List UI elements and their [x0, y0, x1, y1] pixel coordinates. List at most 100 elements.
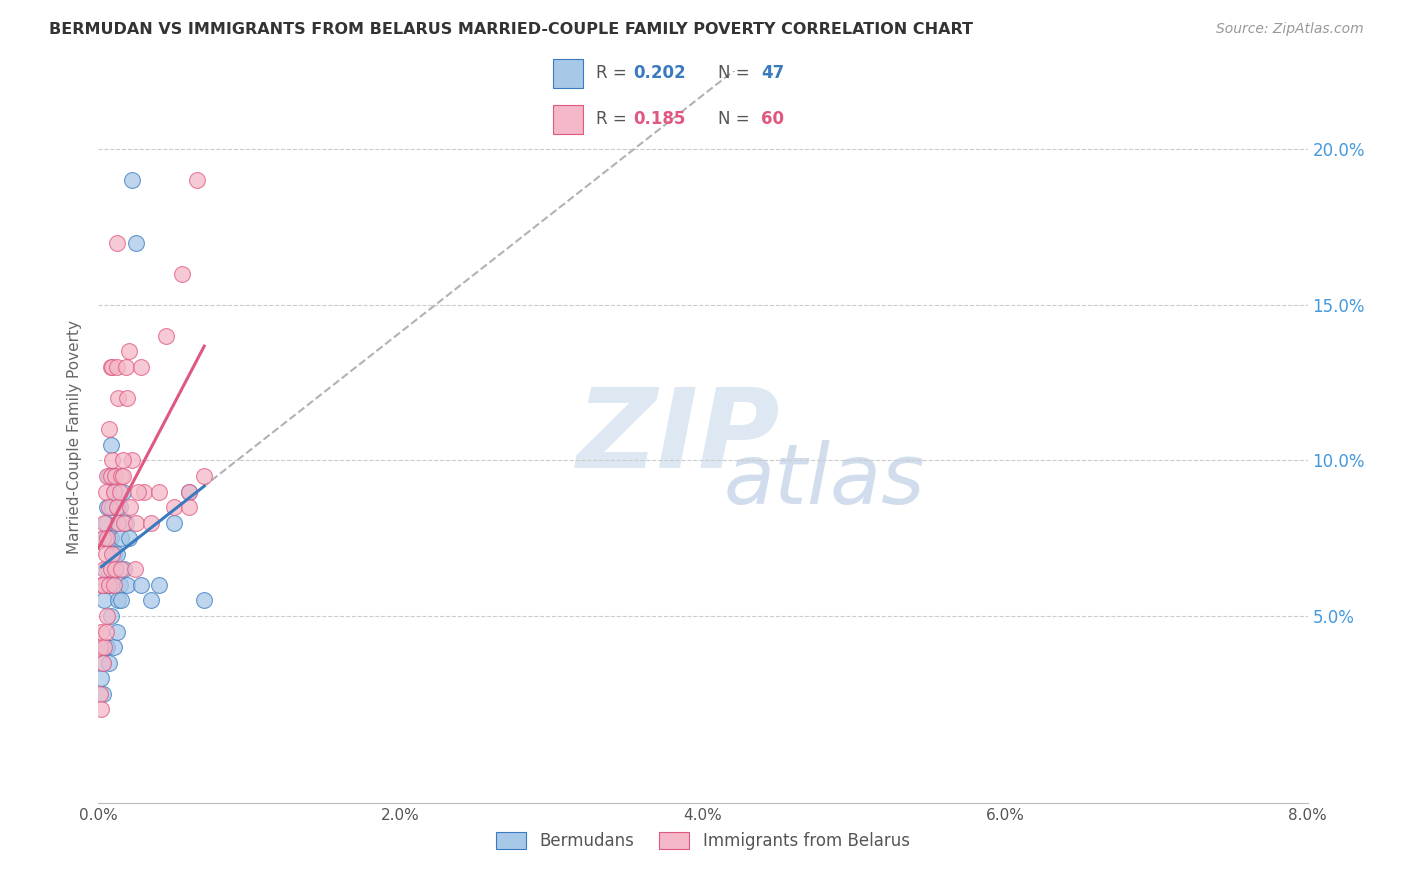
- Point: [105, 500, 128, 515]
- Point: [107, 593, 129, 607]
- Point: [94, 516, 117, 530]
- Point: [170, 267, 193, 281]
- Point: [100, 469, 122, 483]
- Point: [104, 469, 127, 483]
- Point: [91, 578, 114, 592]
- Point: [91, 656, 114, 670]
- Y-axis label: Married-Couple Family Poverty: Married-Couple Family Poverty: [67, 320, 83, 554]
- Point: [141, 516, 163, 530]
- Point: [94, 484, 117, 499]
- Point: [98, 656, 121, 670]
- Point: [94, 624, 117, 639]
- Point: [89, 640, 111, 655]
- Point: [91, 687, 114, 701]
- Point: [148, 484, 170, 499]
- Point: [93, 531, 115, 545]
- Point: [107, 391, 129, 405]
- Point: [111, 453, 134, 467]
- Point: [108, 484, 131, 499]
- Point: [89, 687, 111, 701]
- Point: [103, 578, 125, 592]
- Text: N =: N =: [718, 111, 755, 128]
- Point: [98, 422, 121, 436]
- Point: [90, 702, 112, 716]
- Text: BERMUDAN VS IMMIGRANTS FROM BELARUS MARRIED-COUPLE FAMILY POVERTY CORRELATION CH: BERMUDAN VS IMMIGRANTS FROM BELARUS MARR…: [49, 22, 973, 37]
- Text: 60: 60: [761, 111, 785, 128]
- Point: [111, 469, 134, 483]
- Point: [90, 578, 112, 592]
- Point: [179, 484, 201, 499]
- Text: Source: ZipAtlas.com: Source: ZipAtlas.com: [1216, 22, 1364, 37]
- Point: [179, 500, 201, 515]
- Point: [91, 531, 114, 545]
- Point: [103, 484, 125, 499]
- Point: [121, 453, 143, 467]
- Bar: [553, 105, 582, 134]
- Point: [107, 516, 129, 530]
- Point: [163, 500, 186, 515]
- Point: [96, 640, 118, 655]
- Point: [94, 547, 117, 561]
- Point: [98, 578, 121, 592]
- Point: [94, 578, 117, 592]
- Point: [112, 562, 135, 576]
- Point: [127, 484, 149, 499]
- Point: [98, 500, 121, 515]
- Point: [121, 173, 143, 187]
- Point: [100, 562, 122, 576]
- Point: [107, 516, 129, 530]
- Point: [101, 547, 124, 561]
- Point: [103, 547, 125, 561]
- Point: [112, 516, 135, 530]
- Point: [100, 359, 122, 374]
- Point: [115, 391, 138, 405]
- Point: [129, 359, 152, 374]
- Point: [96, 469, 118, 483]
- Point: [105, 624, 128, 639]
- Text: atlas: atlas: [723, 441, 925, 522]
- Point: [193, 469, 215, 483]
- Point: [105, 547, 128, 561]
- Point: [103, 640, 125, 655]
- Point: [120, 500, 142, 515]
- Point: [93, 640, 115, 655]
- Point: [125, 235, 148, 250]
- Point: [93, 593, 115, 607]
- Point: [148, 578, 170, 592]
- Text: 0.185: 0.185: [633, 111, 685, 128]
- Text: N =: N =: [718, 64, 755, 82]
- Point: [104, 562, 127, 576]
- Point: [129, 578, 152, 592]
- Point: [186, 173, 208, 187]
- Point: [141, 593, 163, 607]
- Point: [104, 469, 127, 483]
- Point: [105, 359, 128, 374]
- Point: [111, 484, 134, 499]
- Point: [132, 484, 155, 499]
- Point: [193, 593, 215, 607]
- Point: [90, 671, 112, 685]
- Point: [96, 562, 118, 576]
- Text: R =: R =: [596, 64, 631, 82]
- Point: [101, 500, 124, 515]
- Point: [110, 562, 132, 576]
- Text: 47: 47: [761, 64, 785, 82]
- Point: [118, 344, 141, 359]
- Text: ZIP: ZIP: [576, 384, 780, 491]
- Point: [179, 484, 201, 499]
- Point: [96, 531, 118, 545]
- Point: [101, 359, 124, 374]
- Point: [93, 562, 115, 576]
- Point: [115, 578, 138, 592]
- Point: [100, 531, 122, 545]
- Point: [100, 438, 122, 452]
- Point: [103, 484, 125, 499]
- Point: [96, 500, 118, 515]
- Point: [100, 609, 122, 624]
- Point: [163, 516, 186, 530]
- Point: [91, 656, 114, 670]
- Point: [108, 500, 131, 515]
- Point: [94, 640, 117, 655]
- Point: [105, 235, 128, 250]
- Point: [118, 531, 141, 545]
